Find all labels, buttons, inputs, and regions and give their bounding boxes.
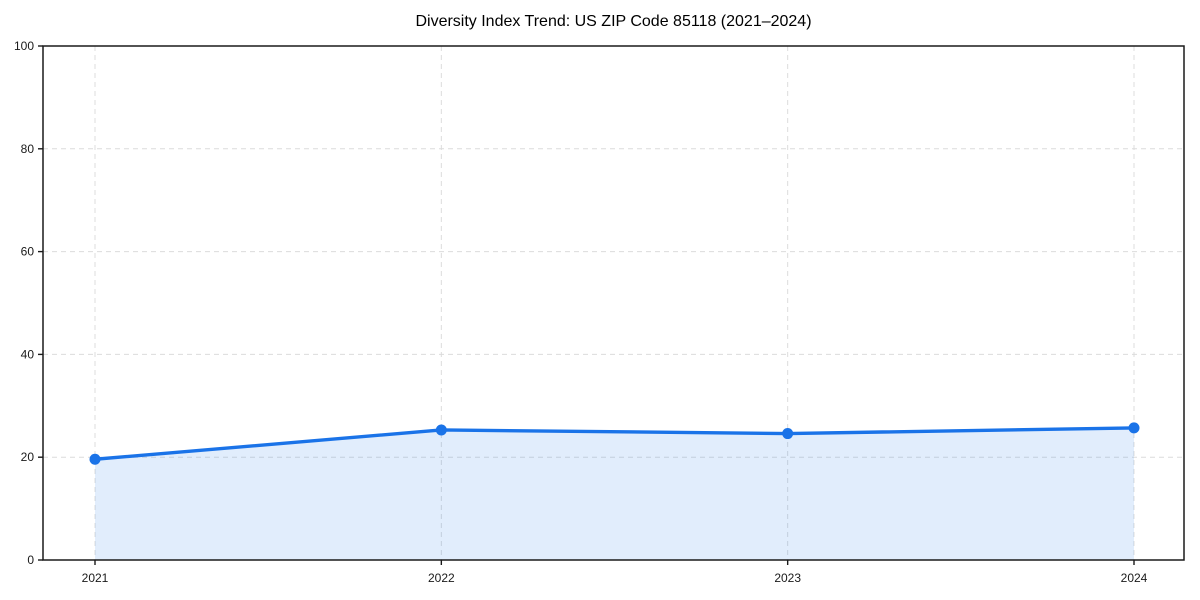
y-tick-label: 20 (21, 450, 35, 464)
trend-line (93, 426, 1136, 461)
x-tick-label: 2022 (428, 571, 455, 585)
data-point-2022 (435, 424, 447, 436)
data-point-2024 (1128, 422, 1140, 434)
x-tick-label: 2021 (82, 571, 109, 585)
x-tick-label: 2023 (774, 571, 801, 585)
data-point-2023 (782, 428, 794, 440)
x-tick-label: 2024 (1121, 571, 1148, 585)
y-tick-label: 60 (21, 245, 35, 259)
y-tick-label: 0 (27, 553, 34, 567)
y-tick-label: 80 (21, 142, 35, 156)
y-tick-label: 40 (21, 347, 35, 361)
data-point-2021 (89, 453, 101, 465)
chart-title: Diversity Index Trend: US ZIP Code 85118… (415, 13, 812, 30)
plot-frame (42, 45, 1185, 561)
area-fill (95, 427, 1134, 560)
y-tick-label: 100 (14, 39, 34, 53)
